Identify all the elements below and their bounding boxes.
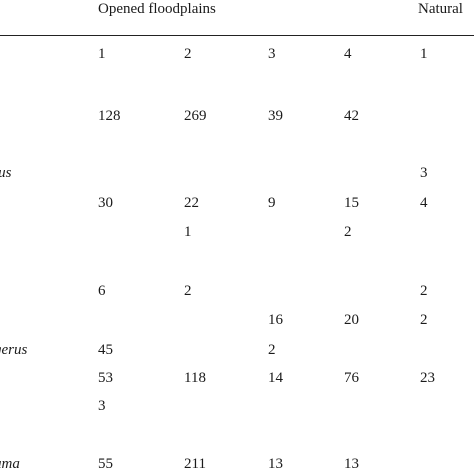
- site-number-cell: 3: [268, 46, 276, 62]
- header-rule: [0, 35, 474, 36]
- count-cell: 2: [184, 283, 192, 299]
- count-cell: 128: [98, 108, 121, 124]
- count-cell: 14: [268, 370, 283, 386]
- count-cell: 2: [344, 224, 352, 240]
- count-cell: 2: [268, 342, 276, 358]
- count-cell: 211: [184, 456, 206, 472]
- group-header-opened-floodplains: Opened floodplains: [98, 1, 216, 17]
- count-cell: 23: [420, 370, 435, 386]
- count-cell: 1: [184, 224, 192, 240]
- count-cell: 53: [98, 370, 113, 386]
- count-cell: 20: [344, 312, 359, 328]
- count-cell: 76: [344, 370, 359, 386]
- count-cell: 55: [98, 456, 113, 472]
- count-cell: 39: [268, 108, 283, 124]
- count-cell: 3: [420, 165, 428, 181]
- count-cell: 9: [268, 195, 276, 211]
- count-cell: 269: [184, 108, 207, 124]
- count-cell: 6: [98, 283, 106, 299]
- count-cell: 13: [268, 456, 283, 472]
- group-header-natural: Natural: [418, 1, 463, 17]
- species-name-cell: uma: [0, 456, 20, 472]
- count-cell: 4: [420, 195, 428, 211]
- species-name-cell: tus: [0, 165, 12, 181]
- count-cell: 22: [184, 195, 199, 211]
- count-cell: 13: [344, 456, 359, 472]
- count-cell: 42: [344, 108, 359, 124]
- site-number-cell: 4: [344, 46, 352, 62]
- count-cell: 2: [420, 312, 428, 328]
- site-number-cell: 1: [420, 46, 428, 62]
- species-name-cell: gerus: [0, 342, 28, 358]
- count-cell: 3: [98, 398, 106, 414]
- count-cell: 30: [98, 195, 113, 211]
- count-cell: 15: [344, 195, 359, 211]
- site-number-cell: 2: [184, 46, 192, 62]
- site-number-cell: 1: [98, 46, 106, 62]
- count-cell: 45: [98, 342, 113, 358]
- count-cell: 118: [184, 370, 206, 386]
- count-cell: 16: [268, 312, 283, 328]
- count-cell: 2: [420, 283, 428, 299]
